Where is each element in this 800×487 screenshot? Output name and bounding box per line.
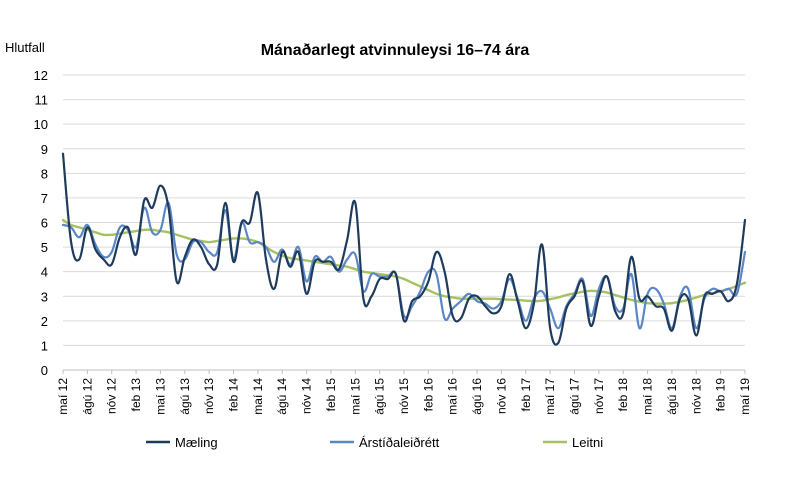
series-line-2	[61, 218, 747, 305]
gridlines	[63, 74, 745, 371]
x-tick-label: nóv 13	[202, 378, 216, 414]
chart-title: Mánaðarlegt atvinnuleysi 16–74 ára	[261, 42, 530, 59]
y-tick-label: 1	[41, 338, 48, 353]
x-tick-label: ágú 17	[568, 378, 582, 415]
x-tick-labels: maí 12 ágú 12 nóv 12 feb 13 maí 13 ágú 13 nóv …	[56, 370, 752, 415]
x-tick-label: nóv 12	[105, 378, 119, 414]
legend: Mæling Árstíðaleiðrétt Leitni	[146, 435, 603, 450]
x-tick-label: maí 18	[641, 378, 655, 415]
x-tick-label: maí 17	[543, 378, 557, 415]
series-line-1	[61, 201, 747, 330]
y-tick-label: 0	[41, 363, 48, 378]
x-tick-label: feb 13	[129, 378, 143, 412]
x-tick-label: maí 12	[56, 378, 70, 415]
x-tick-label: maí 19	[738, 378, 752, 415]
x-tick-label: nóv 18	[689, 378, 703, 414]
x-tick-label: ágú 18	[665, 378, 679, 415]
series-line-0	[61, 152, 747, 346]
x-tick-label: maí 14	[251, 378, 265, 415]
x-tick-label: nóv 17	[592, 378, 606, 414]
x-tick-label: feb 16	[421, 378, 435, 412]
x-tick-label: feb 14	[227, 378, 241, 412]
y-axis-label: Hlutfall	[5, 40, 45, 55]
y-tick-label: 12	[34, 68, 48, 83]
x-tick-label: ágú 16	[470, 378, 484, 415]
x-tick-label: feb 15	[324, 378, 338, 412]
y-tick-label: 4	[41, 265, 48, 280]
y-tick-label: 2	[41, 314, 48, 329]
x-tick-label: ágú 12	[80, 378, 94, 415]
y-tick-label: 8	[41, 166, 48, 181]
x-tick-label: feb 17	[519, 378, 533, 412]
x-tick-label: ágú 14	[275, 378, 289, 415]
series-lines	[61, 152, 747, 346]
y-tick-label: 6	[41, 216, 48, 231]
y-tick-label: 7	[41, 191, 48, 206]
legend-label: Leitni	[572, 435, 603, 450]
legend-label: Mæling	[175, 435, 218, 450]
x-tick-label: maí 13	[153, 378, 167, 415]
y-tick-label: 11	[35, 93, 49, 108]
x-tick-label: nóv 14	[300, 378, 314, 414]
x-tick-label: ágú 15	[373, 378, 387, 415]
x-tick-label: maí 16	[446, 378, 460, 415]
x-tick-label: ágú 13	[178, 378, 192, 415]
x-tick-label: maí 15	[348, 378, 362, 415]
y-tick-label: 10	[34, 117, 48, 132]
y-tick-label: 9	[41, 142, 48, 157]
legend-label: Árstíðaleiðrétt	[359, 435, 440, 450]
x-tick-label: nóv 15	[397, 378, 411, 414]
y-tick-label: 5	[41, 240, 48, 255]
x-tick-label: nóv 16	[494, 378, 508, 414]
y-tick-label: 3	[41, 289, 48, 304]
x-tick-label: feb 19	[714, 378, 728, 412]
x-tick-label: feb 18	[616, 378, 630, 412]
